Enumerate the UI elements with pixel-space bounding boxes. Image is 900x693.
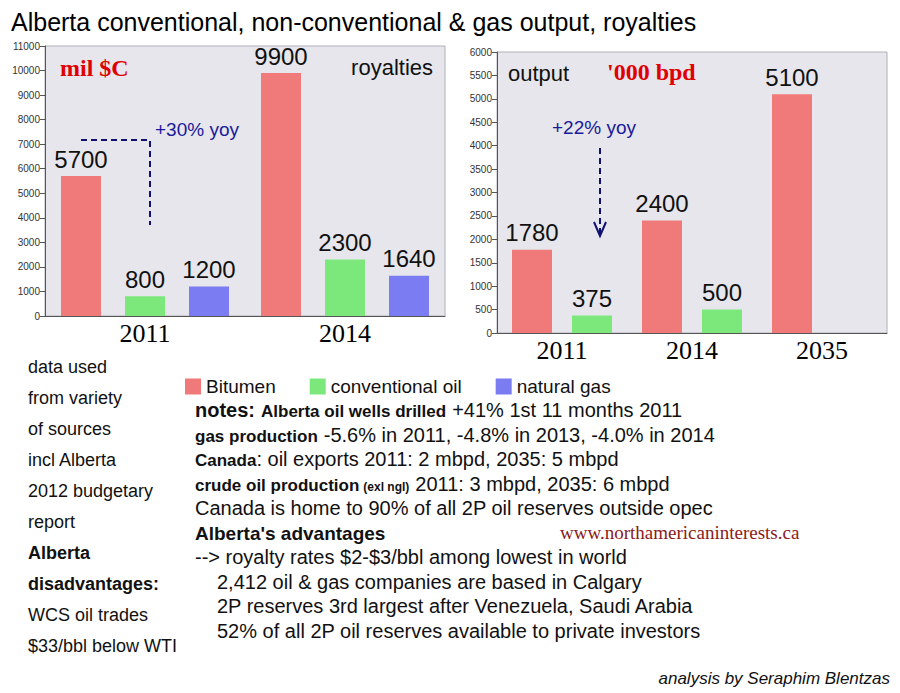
svg-text:9900: 9900 — [254, 43, 307, 70]
svg-text:royalties: royalties — [351, 55, 433, 80]
html-text:data used: data used — [28, 357, 108, 377]
svg-text:3500: 3500 — [470, 164, 493, 175]
html-text:2012 budgetary: 2012 budgetary — [28, 481, 154, 501]
svg-text:5000: 5000 — [470, 93, 493, 104]
svg-text:2400: 2400 — [635, 190, 688, 217]
svg-text:Alberta conventional, non-conv: Alberta conventional, non-conventional &… — [11, 8, 696, 36]
svg-text:4500: 4500 — [470, 117, 493, 128]
svg-text:2014: 2014 — [666, 336, 718, 365]
svg-text:800: 800 — [125, 266, 165, 293]
svg-text:2014: 2014 — [319, 319, 371, 348]
svg-text:2000: 2000 — [470, 234, 493, 245]
svg-text:7000: 7000 — [18, 139, 41, 150]
svg-text:conventional oil: conventional oil — [331, 376, 462, 397]
svg-text:2011: 2011 — [119, 319, 170, 348]
html-text:Alberta: Alberta — [28, 543, 90, 563]
svg-text:0: 0 — [486, 328, 492, 339]
svg-text:5100: 5100 — [765, 64, 818, 91]
svg-text:1500: 1500 — [470, 257, 493, 268]
svg-text:3000: 3000 — [470, 187, 493, 198]
svg-text:2500: 2500 — [470, 210, 493, 221]
svg-text:1000: 1000 — [470, 281, 493, 292]
svg-text:4000: 4000 — [18, 212, 41, 223]
html-text:2,412 oil & gas companies are: 2,412 oil & gas companies are based in C… — [217, 570, 642, 593]
html-text:crude oil production (exl ngl): crude oil production (exl ngl) 2011: 3 m… — [195, 472, 670, 495]
svg-text:9000: 9000 — [18, 90, 41, 101]
svg-text:2000: 2000 — [18, 261, 41, 272]
svg-text:2300: 2300 — [318, 229, 371, 256]
html-text:--> royalty rates $2-$3/bbl am: --> royalty rates $2-$3/bbl among lowest… — [195, 546, 627, 568]
svg-text:mil $C: mil $C — [60, 55, 129, 81]
html-text:disadvantages:: disadvantages: — [28, 574, 159, 594]
svg-text:+22% yoy: +22% yoy — [552, 117, 636, 138]
svg-text:11000: 11000 — [13, 41, 41, 52]
svg-text:3000: 3000 — [18, 237, 41, 248]
svg-text:0: 0 — [34, 311, 40, 322]
svg-text:10000: 10000 — [12, 65, 40, 76]
svg-text:6000: 6000 — [18, 163, 41, 174]
html-text:Canada is home to 90% of all 2: Canada is home to 90% of all 2P oil rese… — [195, 497, 713, 519]
html-text:52% of all 2P oil reserves ava: 52% of all 2P oil reserves available to … — [217, 619, 701, 642]
html-text:www.northamericaninterests.ca: www.northamericaninterests.ca — [560, 521, 800, 543]
svg-text:output: output — [508, 61, 569, 86]
svg-text:1000: 1000 — [18, 286, 41, 297]
html-text:Alberta's advantages: Alberta's advantages — [195, 522, 386, 544]
html-text:$33/bbl below WTI: $33/bbl below WTI — [28, 636, 178, 656]
svg-text:1200: 1200 — [182, 256, 235, 283]
svg-text:375: 375 — [572, 285, 612, 312]
svg-text:500: 500 — [702, 279, 742, 306]
svg-text:500: 500 — [475, 304, 492, 315]
svg-text:1780: 1780 — [505, 219, 558, 246]
html-text:2P reserves 3rd largest after: 2P reserves 3rd largest after Venezuela,… — [217, 595, 693, 617]
svg-text:1640: 1640 — [382, 245, 435, 272]
svg-text:5000: 5000 — [18, 188, 41, 199]
html-text:gas production -5.6% in 2011,: gas production -5.6% in 2011, -4.8% in 2… — [195, 423, 715, 446]
svg-text:5700: 5700 — [54, 146, 107, 173]
html-text:of sources: of sources — [28, 419, 111, 439]
html-text:analysis by Seraphim Blentzas: analysis by Seraphim Blentzas — [658, 669, 890, 688]
html-text:notes: Alberta oil wells drill: notes: Alberta oil wells drilled +41% 1s… — [195, 399, 683, 421]
svg-text:6000: 6000 — [470, 47, 493, 58]
html-text:incl Alberta: incl Alberta — [28, 450, 117, 470]
svg-text:+30% yoy: +30% yoy — [155, 119, 239, 140]
svg-text:Bitumen: Bitumen — [206, 376, 276, 397]
svg-text:8000: 8000 — [18, 114, 41, 125]
svg-text:4000: 4000 — [470, 140, 493, 151]
svg-text:5500: 5500 — [470, 70, 493, 81]
svg-text:2011: 2011 — [536, 336, 587, 365]
html-text:from variety: from variety — [28, 388, 122, 408]
html-text:report: report — [28, 512, 75, 532]
html-text:Canada: oil exports 2011: 2 mb: Canada: oil exports 2011: 2 mbpd, 2035: … — [195, 448, 619, 470]
svg-text:2035: 2035 — [796, 336, 848, 365]
svg-text:natural gas: natural gas — [517, 376, 611, 397]
html-text:WCS oil trades: WCS oil trades — [28, 605, 148, 625]
svg-text:'000 bpd: '000 bpd — [607, 59, 696, 85]
